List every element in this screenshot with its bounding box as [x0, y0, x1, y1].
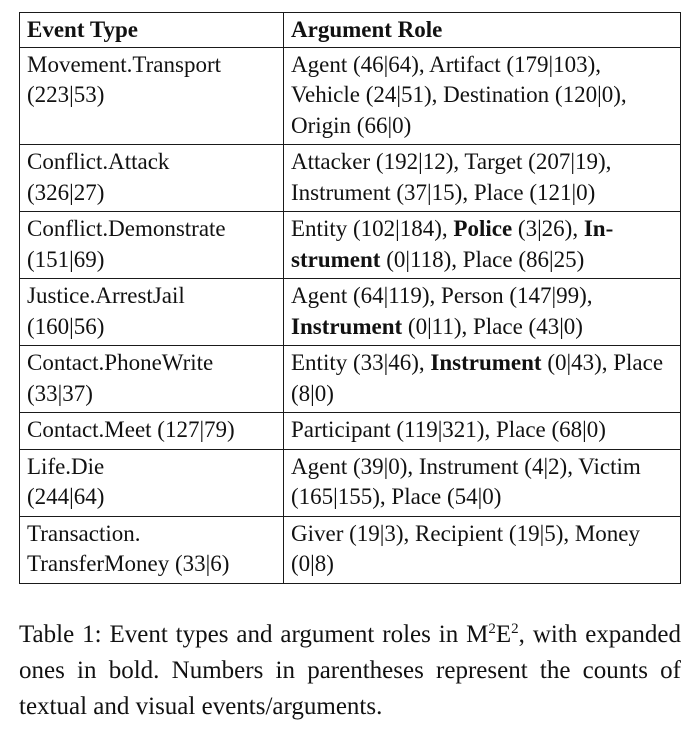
table-row: Life.Die (244|64) Agent (39|0), Instrument… [19, 448, 681, 517]
event-type-cell: Contact.Meet (127|79) [19, 412, 284, 450]
role-text: Giver (19|3), Recipient (19|5), Money (0… [291, 520, 641, 577]
table-row: Movement.Transport (223|53) Agent (46|64),… [19, 46, 681, 145]
event-type-cell: Transaction. TransferMoney (33|6) [19, 515, 284, 584]
event-type-line: Contact.PhoneWrite [27, 350, 214, 375]
event-type-cell: Movement.Transport (223|53) [19, 46, 284, 145]
role-text: Participant (119|321), Place (68|0) [291, 417, 606, 442]
caption-suffix: , with expanded ones in bold. Numbers in… [19, 621, 681, 720]
argument-role-cell: Giver (19|3), Recipient (19|5), Money (0… [283, 515, 681, 584]
argument-role-cell: Participant (119|321), Place (68|0) [283, 412, 681, 450]
event-type-line: TransferMoney (33|6) [27, 551, 230, 576]
table-caption: Table 1: Event types and argument roles … [19, 617, 681, 725]
event-type-line: (223|53) [27, 82, 105, 107]
event-type-line: (160|56) [27, 313, 105, 339]
event-type-line: Conflict.Demonstrate [27, 216, 226, 241]
argument-role-cell: Entity (102|184), Police (3|26), In-stru… [283, 211, 681, 279]
event-type-line: (326|27) [27, 179, 105, 205]
expanded-role: Instrument [430, 350, 542, 375]
event-type-line: Justice.ArrestJail [27, 283, 185, 308]
role-text: (0|11), Place (43|0) [402, 313, 583, 339]
argument-role-cell: Agent (39|0), Instrument (4|2), Victim (… [283, 448, 681, 517]
caption-sup-2: 2 [511, 621, 519, 637]
caption-mid: E [495, 621, 512, 648]
role-text: (3|26), [512, 216, 584, 241]
expanded-role: Police [453, 216, 513, 241]
event-type-line: Contact.Meet (127|79) [27, 417, 235, 442]
role-text: Attacker (192|12), Target (207|19), Inst… [291, 149, 612, 205]
table-row: Contact.PhoneWrite (33|37) Entity (33|46),… [19, 345, 681, 413]
table-row: Contact.Meet (127|79) Participant (119|32… [19, 412, 681, 450]
table-header-row: Event Type Argument Role [19, 12, 681, 48]
table-row: Justice.ArrestJail (160|56) Agent (64|119)… [19, 278, 681, 346]
event-argument-table: Event Type Argument Role Movement.Transp… [19, 12, 681, 584]
role-text: Agent (39|0), Instrument (4|2), Victim (… [291, 453, 641, 510]
argument-role-cell: Attacker (192|12), Target (207|19), Inst… [283, 144, 681, 212]
header-event-type: Event Type [19, 12, 284, 48]
table-row: Conflict.Attack (326|27) Attacker (192|12)… [19, 144, 681, 212]
caption-sup-1: 2 [488, 621, 496, 637]
event-type-cell: Life.Die (244|64) [19, 448, 284, 517]
role-text: Agent (64|119), Person (147|99), [291, 283, 593, 308]
table-row: Transaction. TransferMoney (33|6) Giver (1… [19, 515, 681, 584]
event-type-line: Conflict.Attack [27, 149, 170, 174]
event-type-cell: Contact.PhoneWrite (33|37) [19, 345, 284, 413]
role-text: (0|118), Place (86|25) [380, 246, 585, 272]
event-type-cell: Conflict.Demonstrate (151|69) [19, 211, 284, 279]
event-type-line: (244|64) [27, 484, 105, 509]
event-type-line: Transaction. [27, 520, 141, 546]
argument-role-cell: Entity (33|46), Instrument (0|43), Place… [283, 345, 681, 413]
role-text: Entity (33|46), [291, 350, 431, 375]
event-type-line: (33|37) [27, 380, 93, 406]
role-text: (0|43), Place (8|0) [291, 350, 664, 406]
event-type-cell: Justice.ArrestJail (160|56) [19, 278, 284, 346]
event-type-line: (151|69) [27, 246, 105, 272]
role-text: Agent (46|64), Artifact (179|103), Vehic… [291, 51, 627, 138]
header-argument-role: Argument Role [283, 12, 681, 48]
event-type-line: Life.Die [27, 453, 105, 479]
event-type-cell: Conflict.Attack (326|27) [19, 144, 284, 212]
event-type-line: Movement.Transport [27, 51, 222, 77]
expanded-role: Instrument [291, 313, 403, 339]
argument-role-cell: Agent (46|64), Artifact (179|103), Vehic… [283, 46, 681, 145]
expanded-role: In-strument [291, 216, 614, 272]
table-body: Movement.Transport (223|53) Agent (46|64),… [19, 46, 681, 584]
role-text: Entity (102|184), [291, 216, 454, 241]
table-row: Conflict.Demonstrate (151|69) Entity (102|… [19, 211, 681, 279]
caption-prefix: Table 1: Event types and argument roles … [19, 621, 489, 648]
argument-role-cell: Agent (64|119), Person (147|99), Instrum… [283, 278, 681, 346]
